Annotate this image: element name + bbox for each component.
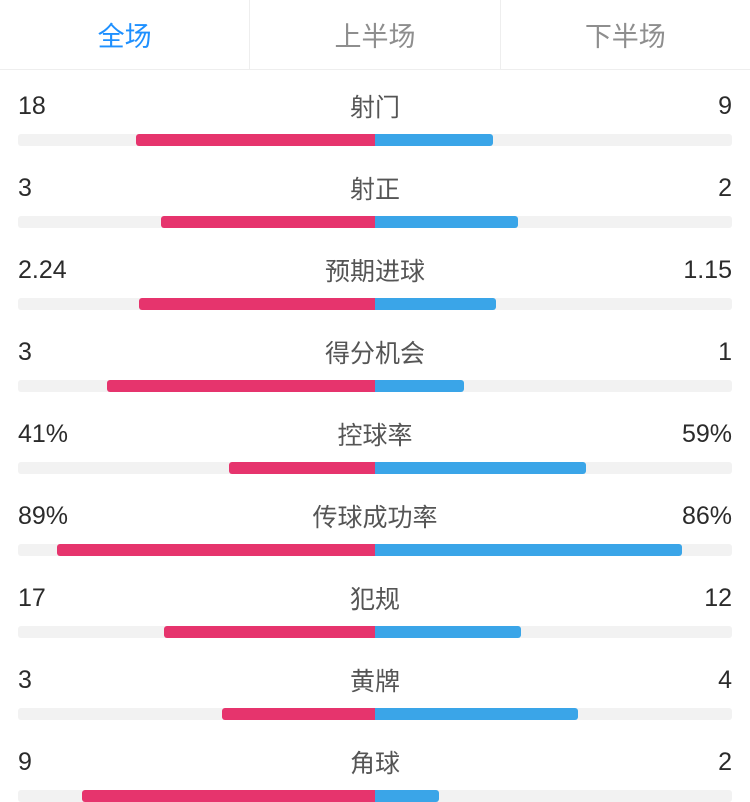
stat-bar-right	[375, 544, 682, 556]
stat-bar-track	[18, 790, 732, 802]
stat-left-value: 41%	[18, 420, 98, 449]
stat-left-value: 89%	[18, 502, 98, 531]
stat-label: 传球成功率	[98, 498, 652, 534]
stat-left-value: 3	[18, 174, 98, 203]
stat-bar-right	[375, 380, 464, 392]
stat-left-value: 3	[18, 338, 98, 367]
stat-right-value: 9	[652, 92, 732, 121]
stat-bar-right	[375, 790, 439, 802]
stat-bar-right	[375, 708, 578, 720]
stat-label: 控球率	[98, 416, 652, 452]
stat-row: 89%传球成功率86%	[18, 498, 732, 556]
stat-row: 3黄牌4	[18, 662, 732, 720]
stat-row: 17犯规12	[18, 580, 732, 638]
stat-label: 得分机会	[98, 334, 652, 370]
stat-header: 2.24预期进球1.15	[18, 252, 732, 288]
tab-1[interactable]: 上半场	[250, 0, 500, 69]
stat-bar-left	[57, 544, 375, 556]
stat-row: 18射门9	[18, 88, 732, 146]
stat-header: 3射正2	[18, 170, 732, 206]
stat-bar-track	[18, 134, 732, 146]
stat-bar-right	[375, 216, 518, 228]
stat-row: 41%控球率59%	[18, 416, 732, 474]
tabs-container: 全场上半场下半场	[0, 0, 750, 70]
tab-0[interactable]: 全场	[0, 0, 250, 69]
stat-bar-left	[229, 462, 375, 474]
stats-container: 18射门93射正22.24预期进球1.153得分机会141%控球率59%89%传…	[0, 70, 750, 802]
stat-bar-left	[82, 790, 375, 802]
stat-row: 3射正2	[18, 170, 732, 228]
stat-bar-track	[18, 380, 732, 392]
stat-header: 89%传球成功率86%	[18, 498, 732, 534]
stat-right-value: 12	[652, 584, 732, 613]
stat-left-value: 17	[18, 584, 98, 613]
stat-right-value: 1	[652, 338, 732, 367]
tab-2[interactable]: 下半场	[501, 0, 750, 69]
stat-left-value: 18	[18, 92, 98, 121]
stat-row: 3得分机会1	[18, 334, 732, 392]
stat-bar-track	[18, 298, 732, 310]
stat-bar-right	[375, 134, 493, 146]
stat-label: 角球	[98, 744, 652, 780]
stat-right-value: 86%	[652, 502, 732, 531]
stat-header: 9角球2	[18, 744, 732, 780]
stat-header: 3得分机会1	[18, 334, 732, 370]
stat-left-value: 2.24	[18, 256, 98, 285]
stat-bar-left	[164, 626, 375, 638]
stat-right-value: 2	[652, 174, 732, 203]
stat-bar-right	[375, 626, 521, 638]
stat-bar-track	[18, 544, 732, 556]
stat-left-value: 9	[18, 748, 98, 777]
stat-header: 41%控球率59%	[18, 416, 732, 452]
stat-label: 犯规	[98, 580, 652, 616]
stat-bar-left	[136, 134, 375, 146]
stat-left-value: 3	[18, 666, 98, 695]
stat-bar-right	[375, 462, 586, 474]
stat-label: 射门	[98, 88, 652, 124]
stat-bar-left	[222, 708, 376, 720]
stat-bar-left	[139, 298, 375, 310]
stat-row: 9角球2	[18, 744, 732, 802]
stat-bar-right	[375, 298, 496, 310]
stat-header: 18射门9	[18, 88, 732, 124]
stat-bar-track	[18, 626, 732, 638]
stat-label: 黄牌	[98, 662, 652, 698]
stat-header: 17犯规12	[18, 580, 732, 616]
stat-bar-left	[107, 380, 375, 392]
stat-bar-track	[18, 708, 732, 720]
stat-right-value: 2	[652, 748, 732, 777]
stat-right-value: 59%	[652, 420, 732, 449]
stat-right-value: 4	[652, 666, 732, 695]
stat-bar-left	[161, 216, 375, 228]
stat-bar-track	[18, 462, 732, 474]
stat-bar-track	[18, 216, 732, 228]
stat-label: 射正	[98, 170, 652, 206]
stat-header: 3黄牌4	[18, 662, 732, 698]
stat-right-value: 1.15	[652, 256, 732, 285]
stat-row: 2.24预期进球1.15	[18, 252, 732, 310]
stat-label: 预期进球	[98, 252, 652, 288]
